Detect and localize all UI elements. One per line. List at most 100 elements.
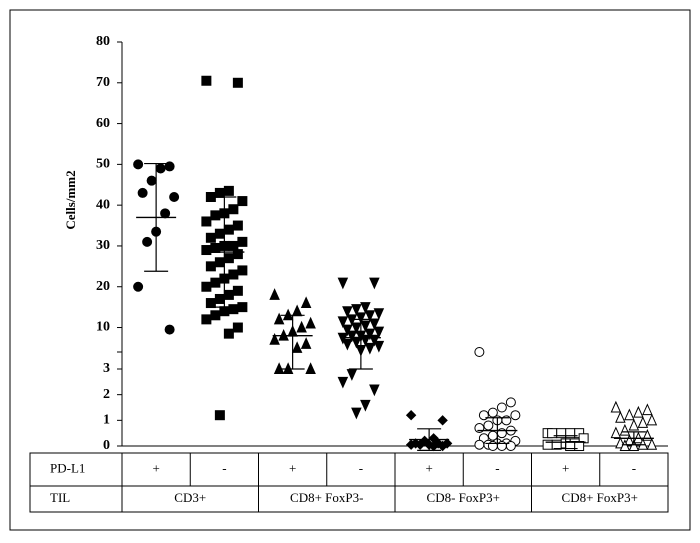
y-axis-label: Cells/mm2: [63, 170, 78, 229]
pdl1-label: +: [289, 460, 296, 475]
point: [133, 159, 144, 170]
point: [342, 324, 353, 337]
y-tick-label: 70: [96, 75, 110, 90]
point: [624, 408, 635, 421]
point: [223, 328, 234, 339]
y-tick-label: 2: [103, 387, 110, 402]
point: [360, 399, 371, 412]
point: [483, 420, 494, 431]
point: [205, 232, 216, 243]
point: [337, 376, 349, 389]
y-tick-label: 30: [96, 238, 110, 253]
point: [205, 261, 216, 272]
point: [414, 439, 426, 450]
point: [474, 347, 485, 357]
point: [633, 405, 644, 418]
point: [210, 210, 221, 221]
point: [496, 402, 507, 413]
group-label: CD8- FoxP3+: [427, 490, 500, 505]
point: [646, 413, 658, 426]
point: [619, 423, 631, 436]
point: [228, 269, 239, 280]
point: [346, 369, 358, 381]
point: [201, 314, 212, 325]
point: [210, 277, 221, 288]
point: [237, 302, 248, 313]
point: [373, 308, 385, 320]
point: [269, 333, 280, 345]
point: [637, 416, 649, 428]
y-tick-label: 50: [96, 157, 110, 172]
pdl1-label: -: [222, 460, 226, 475]
point: [237, 196, 248, 207]
point: [269, 288, 280, 300]
point: [201, 245, 212, 256]
point: [610, 400, 622, 413]
point: [360, 302, 371, 314]
point: [369, 384, 380, 397]
point: [342, 338, 353, 351]
point: [300, 296, 312, 309]
point: [405, 409, 417, 421]
point: [437, 415, 448, 426]
point: [223, 224, 234, 235]
y-tick-label: 10: [96, 320, 110, 335]
point: [305, 362, 316, 374]
point: [351, 407, 362, 420]
point: [142, 236, 153, 247]
point: [642, 403, 653, 416]
point: [214, 293, 225, 304]
point: [373, 326, 385, 339]
point: [205, 298, 216, 309]
point: [342, 306, 353, 318]
y-tick-label: 80: [96, 34, 110, 49]
point: [232, 77, 243, 88]
y-tick-label: 60: [96, 116, 110, 131]
pdl1-label: -: [359, 460, 363, 475]
point: [355, 312, 367, 325]
point: [291, 341, 303, 353]
point: [201, 216, 212, 227]
point: [291, 304, 303, 317]
point: [219, 306, 230, 317]
point: [228, 304, 239, 315]
y-tick-label: 20: [96, 279, 110, 294]
point: [214, 410, 225, 421]
point: [146, 175, 157, 186]
point: [615, 411, 626, 423]
point: [232, 249, 243, 260]
point: [646, 437, 658, 450]
point: [228, 240, 239, 251]
point: [474, 439, 485, 450]
point: [232, 220, 243, 231]
row-label: PD-L1: [50, 460, 85, 475]
point: [232, 285, 243, 296]
point: [133, 281, 144, 292]
point: [300, 337, 312, 349]
point: [273, 312, 285, 325]
point: [201, 281, 212, 292]
point: [169, 192, 180, 202]
point: [405, 439, 417, 450]
point: [214, 187, 225, 198]
point: [228, 204, 239, 215]
point: [505, 397, 516, 408]
point: [337, 316, 349, 329]
point: [346, 330, 358, 343]
pdl1-label: +: [562, 460, 569, 475]
point: [487, 407, 498, 418]
point: [619, 439, 631, 451]
point: [305, 316, 316, 329]
y-tick-label: 3: [103, 361, 110, 376]
point: [223, 185, 234, 196]
point: [373, 340, 385, 353]
pdl1-label: -: [632, 460, 636, 475]
point: [610, 426, 622, 439]
point: [547, 428, 558, 439]
point: [369, 277, 380, 290]
point: [223, 289, 234, 300]
point: [351, 304, 362, 316]
point: [510, 410, 521, 421]
group-label: CD8+ FoxP3-: [290, 490, 363, 505]
